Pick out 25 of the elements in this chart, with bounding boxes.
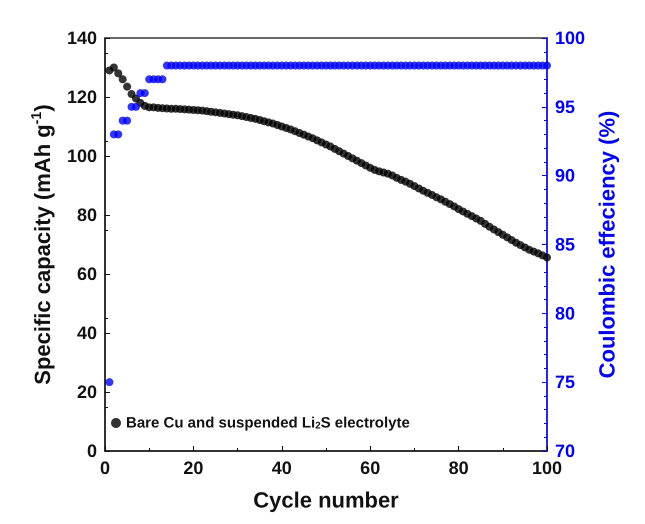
y-tick-label: 20: [76, 382, 97, 402]
y2-tick-label: 95: [555, 96, 576, 117]
y2-tick-label: 85: [555, 234, 576, 254]
x-tick-label: 40: [272, 458, 292, 478]
y-tick-label: 40: [76, 323, 97, 343]
y2-axis-title: Coulombic effeciency (%): [594, 110, 620, 378]
y-tick-label: 140: [66, 28, 97, 48]
x-tick-label: 100: [532, 458, 562, 478]
y2-tick-label: 100: [555, 28, 586, 48]
x-tick-label: 80: [448, 458, 469, 478]
y2-tick-label: 80: [555, 303, 576, 324]
y-axis-title: Specific capacity (mAh g-1): [29, 104, 55, 385]
x-axis-title: Cycle number: [253, 488, 400, 512]
y-tick-label: 0: [86, 441, 97, 461]
x-tick-label: 60: [360, 458, 380, 478]
y-tick-label: 100: [66, 146, 97, 166]
x-tick-label: 0: [100, 458, 110, 478]
y2-tick-label: 90: [555, 166, 576, 186]
x-tick-label: 20: [183, 458, 204, 478]
y-tick-label: 80: [76, 205, 97, 225]
y-tick-label: 60: [76, 264, 97, 284]
y2-tick-label: 75: [555, 372, 576, 392]
y2-tick-label: 70: [555, 441, 576, 461]
y-tick-label: 120: [66, 87, 97, 107]
legend-label: Bare Cu and suspended Li2S electrolyte: [126, 414, 410, 432]
